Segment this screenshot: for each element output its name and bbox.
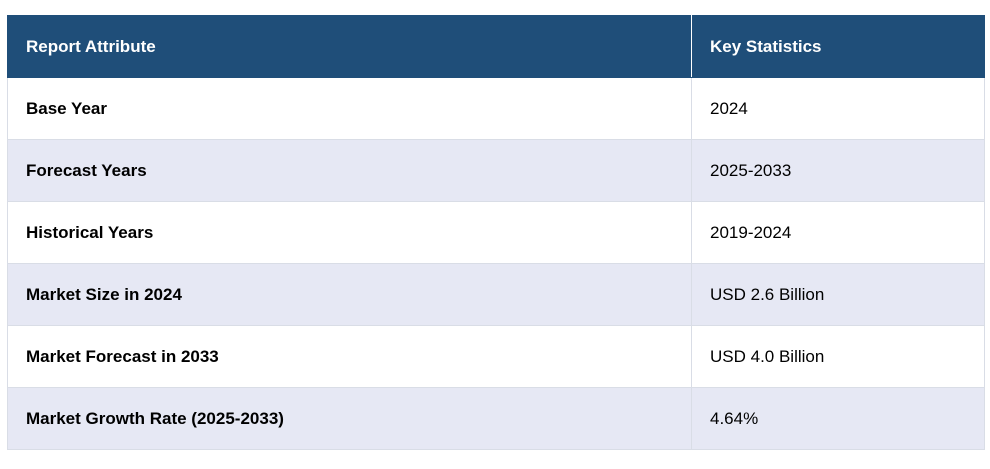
table-row: Historical Years 2019-2024 [7, 201, 985, 264]
table-row: Market Growth Rate (2025-2033) 4.64% [7, 387, 985, 450]
table-body: Base Year 2024 Forecast Years 2025-2033 … [7, 77, 985, 450]
row-value: 2025-2033 [691, 139, 985, 202]
header-row: Report Attribute Key Statistics [7, 15, 985, 78]
row-value: 4.64% [691, 387, 985, 450]
row-value: USD 4.0 Billion [691, 325, 985, 388]
table-row: Market Size in 2024 USD 2.6 Billion [7, 263, 985, 326]
row-value: USD 2.6 Billion [691, 263, 985, 326]
row-attribute: Market Forecast in 2033 [7, 325, 692, 388]
row-attribute: Base Year [7, 77, 692, 140]
row-value: 2024 [691, 77, 985, 140]
row-value: 2019-2024 [691, 201, 985, 264]
row-attribute: Forecast Years [7, 139, 692, 202]
header-report-attribute: Report Attribute [7, 15, 692, 78]
row-attribute: Market Size in 2024 [7, 263, 692, 326]
report-statistics-table: Report Attribute Key Statistics Base Yea… [7, 15, 985, 450]
table-row: Forecast Years 2025-2033 [7, 139, 985, 202]
row-attribute: Historical Years [7, 201, 692, 264]
header-key-statistics: Key Statistics [691, 15, 985, 78]
row-attribute: Market Growth Rate (2025-2033) [7, 387, 692, 450]
table-header: Report Attribute Key Statistics [7, 15, 985, 78]
table-row: Market Forecast in 2033 USD 4.0 Billion [7, 325, 985, 388]
table-row: Base Year 2024 [7, 77, 985, 140]
